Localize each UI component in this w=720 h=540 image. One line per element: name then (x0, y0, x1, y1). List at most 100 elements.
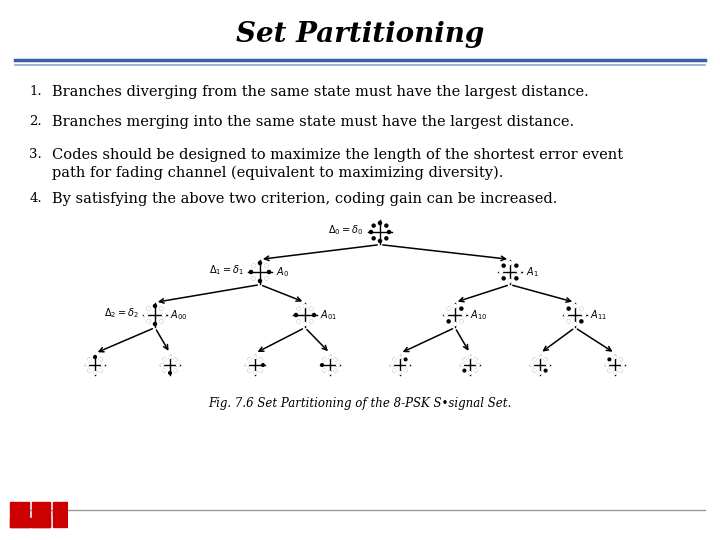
Circle shape (515, 264, 518, 267)
Circle shape (461, 363, 464, 366)
Circle shape (168, 356, 171, 359)
Circle shape (303, 305, 307, 308)
Circle shape (544, 358, 547, 361)
Circle shape (619, 369, 622, 372)
Circle shape (404, 358, 407, 361)
Text: $A_{01}$: $A_{01}$ (320, 308, 338, 322)
FancyBboxPatch shape (10, 518, 50, 526)
Circle shape (252, 277, 255, 280)
Circle shape (564, 313, 567, 316)
Circle shape (460, 307, 463, 310)
Circle shape (387, 231, 390, 233)
Text: $A_{10}$: $A_{10}$ (470, 308, 488, 322)
Circle shape (310, 307, 313, 310)
Circle shape (258, 280, 261, 282)
Circle shape (88, 369, 91, 372)
Circle shape (508, 280, 511, 282)
Circle shape (312, 313, 315, 316)
Circle shape (153, 305, 156, 308)
Circle shape (567, 320, 570, 323)
Circle shape (608, 369, 611, 372)
Circle shape (259, 358, 262, 361)
FancyBboxPatch shape (53, 510, 68, 516)
Circle shape (160, 307, 163, 310)
Circle shape (502, 277, 505, 280)
Circle shape (546, 363, 549, 366)
Circle shape (334, 358, 337, 361)
Circle shape (515, 277, 518, 280)
Circle shape (94, 372, 96, 374)
Circle shape (454, 305, 456, 308)
Circle shape (369, 231, 372, 233)
Circle shape (249, 271, 253, 274)
Circle shape (336, 363, 339, 366)
Circle shape (161, 363, 163, 366)
Circle shape (621, 363, 624, 366)
Circle shape (463, 369, 466, 372)
Circle shape (393, 369, 396, 372)
Text: 1.: 1. (30, 85, 42, 98)
Circle shape (294, 313, 297, 316)
Circle shape (372, 224, 375, 227)
Circle shape (544, 369, 547, 372)
Circle shape (246, 363, 248, 366)
Circle shape (454, 322, 456, 326)
Circle shape (102, 363, 104, 366)
Text: $A_0$: $A_0$ (276, 265, 289, 279)
Text: Branches merging into the same state must have the largest distance.: Branches merging into the same state mus… (52, 115, 574, 129)
Circle shape (265, 264, 268, 267)
Circle shape (174, 358, 177, 361)
Circle shape (265, 277, 268, 280)
Circle shape (328, 356, 331, 359)
Circle shape (163, 369, 166, 372)
Circle shape (608, 358, 611, 361)
Circle shape (582, 313, 585, 316)
Circle shape (94, 356, 96, 359)
FancyBboxPatch shape (10, 502, 29, 526)
Circle shape (573, 305, 577, 308)
Circle shape (460, 320, 463, 323)
Circle shape (391, 363, 393, 366)
Circle shape (613, 372, 616, 374)
Circle shape (153, 322, 156, 326)
Circle shape (310, 320, 313, 323)
Circle shape (384, 224, 388, 227)
Circle shape (99, 369, 102, 372)
Circle shape (399, 356, 401, 359)
Circle shape (168, 372, 171, 374)
Circle shape (160, 320, 163, 323)
Circle shape (533, 369, 536, 372)
Circle shape (176, 363, 179, 366)
Text: Fig. 7.6 Set Partitioning of the 8-PSK S•signal Set.: Fig. 7.6 Set Partitioning of the 8-PSK S… (208, 397, 512, 410)
Circle shape (477, 363, 480, 366)
Text: $A_1$: $A_1$ (526, 265, 539, 279)
Circle shape (518, 271, 521, 274)
Circle shape (261, 363, 264, 366)
Circle shape (580, 320, 583, 323)
Text: Set Partitioning: Set Partitioning (236, 22, 484, 49)
Circle shape (253, 372, 256, 374)
Circle shape (447, 320, 450, 323)
Text: $\Delta_0=\delta_0$: $\Delta_0=\delta_0$ (328, 223, 364, 237)
Circle shape (613, 356, 616, 359)
Circle shape (253, 356, 256, 359)
Text: $A_{11}$: $A_{11}$ (590, 308, 608, 322)
Text: $\Delta_2=\delta_2$: $\Delta_2=\delta_2$ (104, 306, 138, 320)
Circle shape (384, 237, 388, 240)
Text: 4.: 4. (30, 192, 42, 205)
FancyBboxPatch shape (53, 502, 68, 526)
Circle shape (320, 363, 323, 366)
Circle shape (379, 221, 382, 225)
Circle shape (462, 313, 466, 316)
Circle shape (407, 363, 409, 366)
Circle shape (606, 363, 608, 366)
Circle shape (297, 307, 300, 310)
Circle shape (258, 261, 261, 265)
Circle shape (248, 369, 251, 372)
Circle shape (248, 358, 251, 361)
Circle shape (379, 239, 382, 242)
Circle shape (163, 358, 166, 361)
Circle shape (86, 363, 89, 366)
Text: 2.: 2. (30, 115, 42, 128)
Circle shape (508, 261, 511, 265)
